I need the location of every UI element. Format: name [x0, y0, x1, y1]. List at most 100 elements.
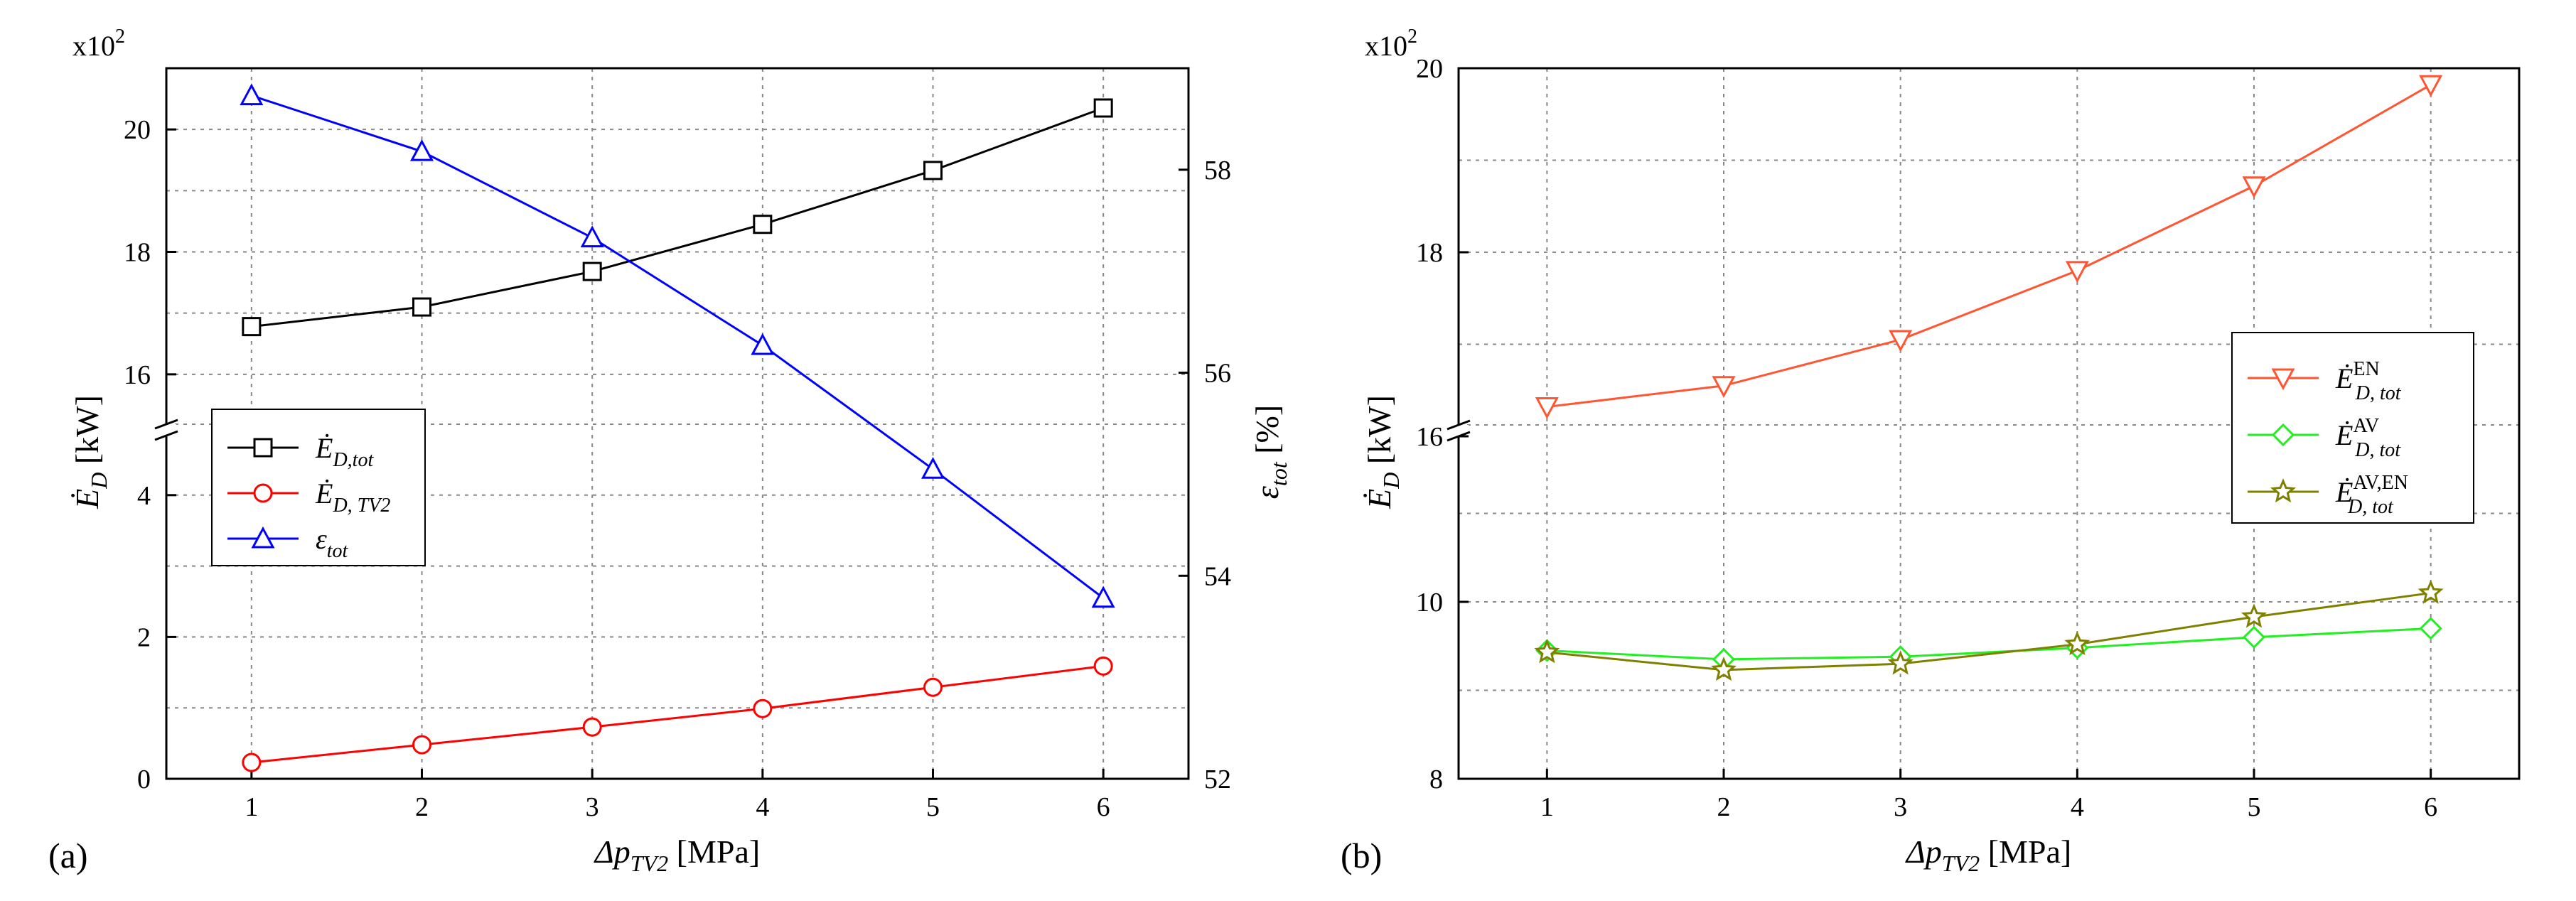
data-point [753, 698, 773, 718]
data-point [2065, 261, 2089, 284]
y-axis-label: ĖD [kW] [1361, 395, 1404, 509]
series-line [251, 107, 1104, 328]
y-tick-label: 20 [1416, 54, 1443, 84]
legend-marker [251, 526, 275, 549]
data-point [412, 735, 431, 755]
y-tick-label: 8 [1429, 765, 1443, 794]
x-tick-label: 3 [1894, 792, 1907, 822]
series-0 [1535, 75, 2443, 419]
y-axis-label: ĖD [kW] [69, 395, 112, 509]
legend-label: ĖD,tot​ [315, 432, 374, 471]
data-point [1710, 657, 1737, 681]
data-point [2064, 630, 2091, 656]
plot-frame [1457, 67, 2521, 780]
y-tick-label: 16 [1416, 422, 1443, 452]
data-point [582, 717, 602, 737]
x-tick-label: 5 [926, 792, 940, 822]
data-point [240, 83, 264, 106]
x-axis-label: ΔpTV2 [MPa] [1905, 833, 2071, 876]
legend-marker [253, 438, 273, 458]
data-point [242, 317, 262, 337]
legend-label: εtot​ [316, 523, 349, 562]
data-point [2242, 625, 2266, 649]
y-tick-label: 16 [124, 360, 151, 390]
panel-label: (a) [48, 836, 88, 875]
legend-marker [2271, 368, 2295, 391]
series-1 [1535, 617, 2442, 671]
y-tick-label: 20 [124, 115, 151, 145]
axis-break-mark [1447, 419, 1471, 431]
legend-marker [2270, 478, 2297, 503]
y-tick-label: 2 [137, 622, 151, 652]
data-point [1093, 98, 1113, 118]
series-2 [240, 83, 1115, 608]
data-point [1534, 639, 1560, 664]
data-point [1091, 586, 1115, 608]
data-point [2417, 579, 2444, 604]
x-tick-label: 4 [2071, 792, 2084, 822]
y-tick-label: 10 [1416, 588, 1443, 617]
data-point [409, 139, 434, 161]
axis-multiplier: x102 [73, 26, 125, 62]
y-tick-label: 18 [1416, 238, 1443, 268]
data-point [1887, 650, 1914, 675]
x-tick-label: 1 [245, 792, 258, 822]
y-right-tick-label: 54 [1204, 561, 1231, 591]
data-point [753, 215, 773, 234]
data-point [923, 677, 943, 697]
legend-label: ĖAV,END, tot​ [2335, 472, 2408, 518]
data-point [921, 457, 945, 479]
y-tick-label: 0 [137, 765, 151, 794]
data-point [1889, 330, 1913, 352]
x-tick-label: 2 [415, 792, 429, 822]
series-line [1547, 627, 2431, 661]
legend: ĖD,tot​ ĖD, TV2​ εtot​ [211, 409, 426, 566]
x-tick-label: 6 [1097, 792, 1110, 822]
data-point [412, 297, 431, 317]
y-tick-label: 18 [124, 238, 151, 268]
y-right-tick-label: 56 [1204, 359, 1231, 389]
series-line [1547, 592, 2431, 671]
legend-marker [253, 483, 273, 503]
data-point [582, 261, 602, 281]
legend-label: ĖD, TV2​ [315, 478, 390, 517]
x-tick-label: 6 [2424, 792, 2437, 822]
axis-multiplier: x102 [1365, 26, 1417, 62]
data-point [1535, 397, 1559, 419]
data-point [2242, 176, 2266, 198]
x-tick-label: 5 [2248, 792, 2261, 822]
series-line [251, 95, 1105, 599]
data-point [2419, 617, 2442, 640]
data-point [580, 225, 604, 248]
series-1 [242, 656, 1113, 772]
series-line [1547, 84, 2432, 409]
data-point [1093, 656, 1113, 676]
data-point [2240, 603, 2268, 628]
data-point [242, 752, 262, 772]
x-tick-label: 3 [586, 792, 599, 822]
data-point [2419, 75, 2443, 97]
data-point [751, 333, 775, 355]
axis-break-mark [154, 430, 178, 441]
x-tick-label: 4 [756, 792, 769, 822]
data-point [1712, 376, 1736, 398]
axis-break-mark [154, 419, 178, 430]
y-tick-label: 4 [137, 481, 151, 511]
y-right-tick-label: 58 [1204, 156, 1231, 185]
x-axis-label: ΔpTV2 [MPa] [594, 833, 760, 876]
y-right-axis-label: εtot [%] [1249, 405, 1292, 499]
series-2 [1534, 579, 2444, 681]
x-tick-label: 1 [1540, 792, 1554, 822]
panel-label: (b) [1341, 836, 1382, 875]
series-0 [242, 98, 1113, 337]
data-point [923, 161, 943, 180]
series-line [251, 664, 1104, 764]
legend-marker [2271, 423, 2295, 447]
x-tick-label: 2 [1717, 792, 1731, 822]
